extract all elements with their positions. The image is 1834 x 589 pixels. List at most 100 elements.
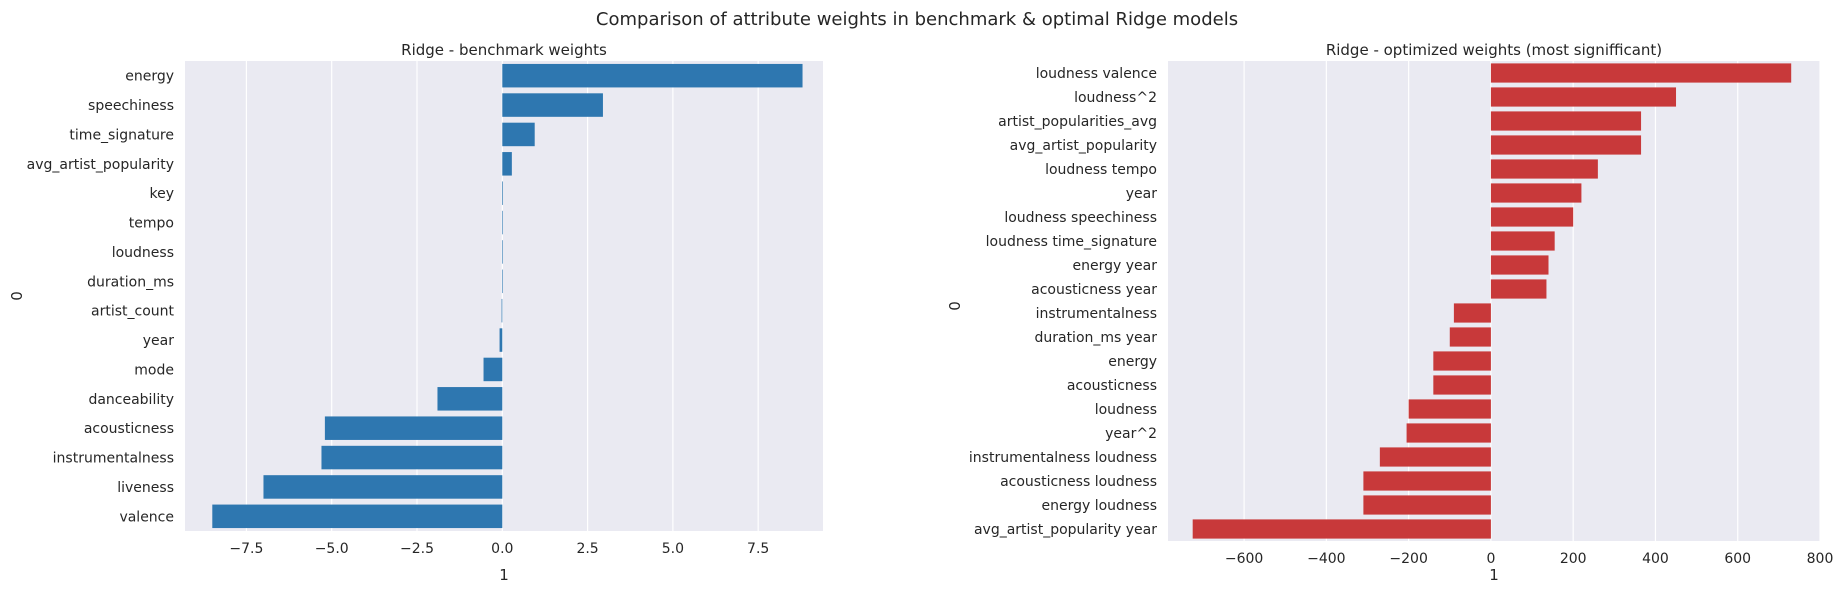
panel-title: Ridge - optimized weights (most signiffi…: [1326, 41, 1662, 59]
x-axis-label: 1: [1489, 566, 1499, 584]
x-tick-label: 5.0: [662, 541, 684, 557]
x-axis-label: 1: [499, 566, 509, 584]
y-tick-label: year: [143, 333, 174, 349]
bar-instrumentalness-loudness: [1379, 447, 1491, 467]
bar-loudness-valence: [1490, 63, 1792, 83]
bar-acousticness-year: [1490, 279, 1547, 299]
bar-loudness-2: [1490, 87, 1677, 107]
bar-energy: [1433, 351, 1491, 371]
bar-loudness-speechiness: [1490, 207, 1574, 227]
y-tick-labels: energy speechiness time_signature avg_artis…: [27, 69, 175, 526]
bar-duration-ms-year: [1449, 327, 1491, 347]
x-tick-label: −7.5: [229, 541, 263, 557]
bar-loudness: [1408, 399, 1491, 419]
bar-valence: [212, 504, 503, 529]
y-tick-label: loudness time_signature: [986, 234, 1157, 250]
y-tick-label: energy: [1108, 354, 1157, 370]
benchmark-weights-panel: energy speechiness time_signature avg_artis…: [8, 41, 823, 584]
y-tick-label: instrumentalness loudness: [969, 450, 1157, 466]
y-tick-label: year: [1126, 186, 1157, 202]
panel-title: Ridge - benchmark weights: [401, 41, 607, 59]
y-tick-label: speechiness: [88, 98, 174, 114]
bar-year: [499, 328, 503, 352]
y-tick-label: duration_ms: [87, 274, 174, 290]
y-tick-label: instrumentalness: [1036, 306, 1157, 322]
bar-avg-artist-popularity-year: [1192, 519, 1491, 539]
bar-mode: [483, 357, 503, 382]
bar-energy-loudness: [1363, 495, 1491, 515]
y-axis-label: 0: [946, 301, 964, 311]
y-tick-label: energy year: [1073, 258, 1158, 274]
bar-acousticness: [1433, 375, 1491, 395]
y-tick-label: danceability: [88, 392, 174, 408]
figure-title: Comparison of attribute weights in bench…: [596, 9, 1238, 30]
y-tick-label: loudness^2: [1074, 90, 1157, 106]
bar-energy-year: [1490, 255, 1549, 275]
bar-loudness-tempo: [1490, 159, 1598, 179]
x-tick-label: 0.0: [491, 541, 513, 557]
bar-loudness: [502, 240, 503, 264]
bar-acousticness-loudness: [1363, 471, 1491, 491]
bar-duration-ms: [502, 269, 503, 294]
y-tick-label: acousticness: [1067, 378, 1157, 394]
y-tick-labels: loudness valence loudness^2 artist_popular…: [969, 66, 1157, 538]
y-tick-label: instrumentalness: [53, 451, 174, 467]
x-tick-label: 0: [1486, 551, 1495, 567]
x-tick-labels: −600 −400 −200 0 200 400 600 800: [1225, 551, 1833, 567]
x-tick-label: −600: [1225, 551, 1263, 567]
y-tick-label: acousticness loudness: [1000, 474, 1157, 490]
y-tick-label: loudness valence: [1036, 66, 1157, 82]
bar-tempo: [502, 210, 503, 235]
x-tick-label: 200: [1560, 551, 1587, 567]
x-tick-label: 7.5: [747, 541, 769, 557]
y-tick-label: loudness: [112, 245, 174, 261]
bar-danceability: [437, 387, 503, 411]
y-tick-label: duration_ms year: [1034, 330, 1157, 346]
plot-area: [1168, 61, 1820, 541]
y-tick-label: avg_artist_popularity: [1010, 138, 1157, 154]
bar-year-2: [1406, 423, 1491, 443]
y-tick-label: energy loudness: [1041, 498, 1157, 514]
y-tick-label: avg_artist_popularity: [27, 157, 174, 173]
x-tick-label: −200: [1389, 551, 1427, 567]
y-tick-label: year^2: [1105, 426, 1157, 442]
x-tick-label: 800: [1807, 551, 1834, 567]
x-tick-label: 2.5: [576, 541, 598, 557]
y-tick-label: tempo: [129, 216, 174, 232]
y-tick-label: key: [149, 186, 174, 202]
bar-instrumentalness: [1453, 303, 1491, 323]
y-tick-label: acousticness year: [1031, 282, 1157, 298]
bar-key: [502, 181, 503, 205]
y-tick-label: avg_artist_popularity year: [974, 522, 1157, 538]
x-tick-label: −2.5: [400, 541, 434, 557]
x-tick-label: −5.0: [315, 541, 349, 557]
y-axis-label: 0: [8, 291, 26, 301]
x-tick-label: 400: [1642, 551, 1669, 567]
y-tick-label: time_signature: [69, 127, 174, 143]
bar-speechiness: [502, 93, 603, 117]
bars: [1192, 63, 1792, 539]
y-tick-label: loudness tempo: [1045, 162, 1157, 178]
optimized-weights-panel: loudness valence loudness^2 artist_popular…: [946, 41, 1833, 584]
y-tick-label: acousticness: [84, 421, 174, 437]
x-tick-labels: −7.5 −5.0 −2.5 0.0 2.5 5.0 7.5: [229, 541, 769, 557]
bar-artist-popularities-avg: [1490, 111, 1642, 131]
y-tick-label: mode: [134, 362, 174, 378]
y-tick-label: energy: [125, 69, 174, 85]
y-tick-label: loudness speechiness: [1004, 210, 1157, 226]
bar-artist-count: [501, 298, 503, 323]
y-tick-label: loudness: [1095, 402, 1157, 418]
bar-liveness: [263, 475, 503, 499]
bars: [212, 63, 803, 529]
y-tick-label: liveness: [117, 480, 174, 496]
bar-loudness-time-signature: [1490, 231, 1555, 251]
bar-year: [1490, 183, 1582, 203]
y-tick-label: artist_popularities_avg: [998, 114, 1157, 130]
x-tick-label: −400: [1307, 551, 1345, 567]
x-tick-label: 600: [1724, 551, 1751, 567]
bar-instrumentalness: [321, 445, 503, 470]
bar-avg-artist-popularity: [502, 152, 512, 176]
y-tick-label: artist_count: [91, 304, 175, 320]
bar-energy: [502, 63, 803, 88]
